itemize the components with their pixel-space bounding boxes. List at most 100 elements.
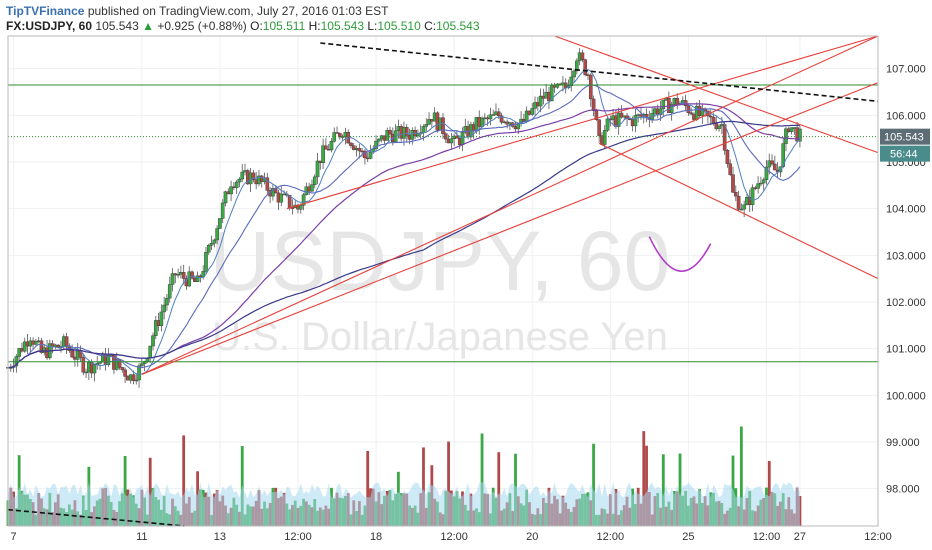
volume-bar xyxy=(739,426,743,526)
candle-body xyxy=(315,160,320,178)
dashed-resistance-line xyxy=(320,42,879,103)
x-tick-label: 20 xyxy=(526,531,538,543)
volume-bar xyxy=(645,445,648,526)
close-value: 105.543 xyxy=(436,19,480,33)
candle-body xyxy=(750,187,755,205)
candle-body xyxy=(159,311,164,326)
low-label: L: xyxy=(367,19,378,33)
volume-bar xyxy=(661,454,665,526)
candle-body xyxy=(374,140,378,149)
countdown-tag xyxy=(880,145,930,162)
candle-body xyxy=(351,145,356,150)
candle-body xyxy=(491,114,495,116)
y-tick-label: 100.000 xyxy=(886,390,926,402)
candle-body xyxy=(70,350,74,358)
high-label: H: xyxy=(308,19,321,33)
drawings xyxy=(7,35,879,527)
candle-body xyxy=(441,117,445,134)
candle-body xyxy=(591,98,596,111)
candle-body xyxy=(162,304,166,313)
watermark-symbol: USDJPY, 60 xyxy=(210,214,671,308)
candle-body xyxy=(279,193,284,203)
candle-body xyxy=(312,176,317,185)
candle-body xyxy=(761,179,766,184)
x-tick-label: 7 xyxy=(11,531,17,543)
candle-body xyxy=(190,271,194,279)
x-tick-label: 11 xyxy=(136,531,147,543)
candle-body xyxy=(234,181,239,188)
candle-body xyxy=(725,150,730,164)
high-value: 105.543 xyxy=(320,19,365,33)
candle-body xyxy=(733,192,738,197)
candle-body xyxy=(131,374,136,381)
candle-body xyxy=(739,208,744,211)
candle-body xyxy=(619,112,624,118)
volume-bars xyxy=(6,426,802,526)
candle-body xyxy=(338,133,342,138)
candle-body xyxy=(778,166,783,173)
candle-body xyxy=(84,371,88,374)
candle-body xyxy=(140,363,144,366)
volume-bar xyxy=(182,435,186,526)
candle-body xyxy=(731,174,735,193)
candle-body xyxy=(181,272,186,279)
volume-bar xyxy=(678,453,682,526)
candle-body xyxy=(605,118,610,131)
trend-line xyxy=(598,142,879,280)
candle-body xyxy=(148,345,153,359)
candle-body xyxy=(215,228,219,241)
volume-bar xyxy=(798,496,802,526)
candle-body xyxy=(209,243,214,246)
candle-body xyxy=(575,60,579,72)
candle-body xyxy=(56,344,60,348)
up-arrow-icon: ▲ xyxy=(142,19,155,33)
y-tick-label: 99.000 xyxy=(886,437,920,449)
open-value: 105.511 xyxy=(262,19,306,33)
publisher-name[interactable]: TipTVFinance xyxy=(6,4,85,18)
candle-body xyxy=(137,365,141,381)
candle-body xyxy=(443,133,448,140)
candle-body xyxy=(700,108,705,116)
candle-body xyxy=(499,115,504,123)
volume-bar xyxy=(642,431,646,526)
y-tick-label: 103.000 xyxy=(886,250,926,262)
candle-body xyxy=(616,112,621,127)
candle-body xyxy=(569,76,574,86)
volume-bar xyxy=(148,457,152,526)
candle-body xyxy=(321,145,325,163)
trend-line xyxy=(141,35,879,375)
x-tick-label: 27 xyxy=(794,531,806,543)
candle-body xyxy=(736,195,741,210)
candle-body xyxy=(555,83,560,88)
candle-body xyxy=(404,127,409,136)
candle-body xyxy=(106,355,111,366)
open-label: O: xyxy=(250,19,263,33)
change-value: +0.925 (+0.88%) xyxy=(157,19,247,33)
candle-body xyxy=(298,205,303,210)
candle-body xyxy=(120,367,125,371)
candle-body xyxy=(324,145,328,150)
trend-line xyxy=(286,35,879,210)
candle-body xyxy=(530,108,535,115)
candle-body xyxy=(17,348,21,357)
candle-body xyxy=(572,70,576,78)
low-value: 105.510 xyxy=(377,19,421,33)
candle-body xyxy=(728,163,733,175)
candle-body xyxy=(240,171,245,180)
candle-body xyxy=(220,202,225,219)
axes: 107.000106.000105.000104.000103.000102.0… xyxy=(7,35,926,543)
x-tick-label: 12:00 xyxy=(864,531,892,543)
candle-body xyxy=(496,111,501,117)
x-tick-label: 25 xyxy=(682,531,694,543)
candle-body xyxy=(349,142,353,146)
y-tick-label: 101.000 xyxy=(886,344,926,356)
candle-body xyxy=(64,336,69,348)
candle-body xyxy=(265,177,270,191)
watermark-name: U.S. Dollar/Japanese Yen xyxy=(212,315,668,359)
candle-body xyxy=(708,115,713,118)
x-tick-label: 12:00 xyxy=(440,531,468,543)
candle-body xyxy=(742,204,746,210)
candle-body xyxy=(759,182,763,185)
y-tick-label: 107.000 xyxy=(886,64,926,76)
